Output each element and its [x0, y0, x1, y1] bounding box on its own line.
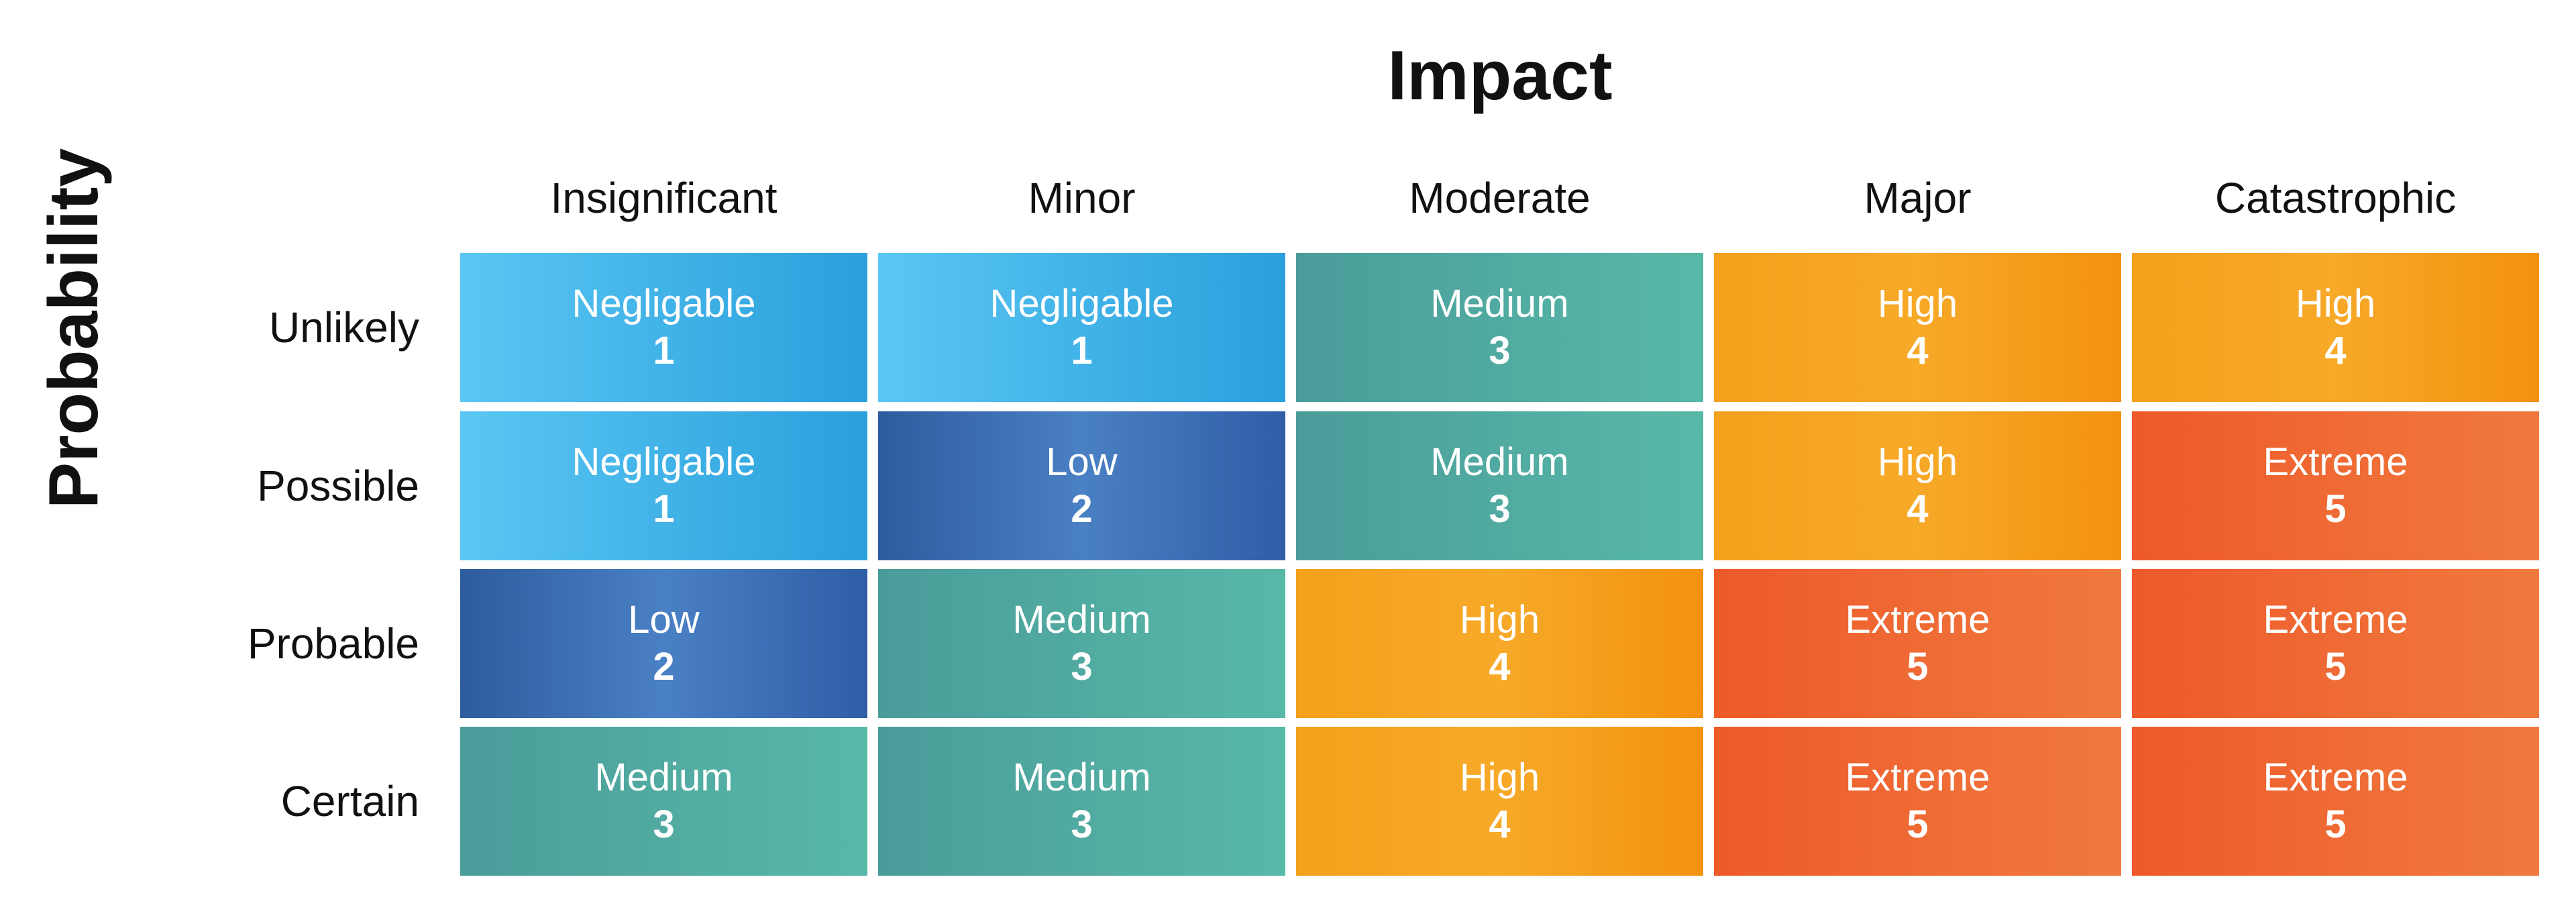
cell-score: 3 [653, 803, 675, 846]
cell-score: 4 [1489, 645, 1511, 688]
matrix-cell: Low 2 [878, 411, 1285, 560]
column-header-insignificant: Insignificant [550, 174, 777, 222]
cell-level-label: Medium [1012, 598, 1151, 642]
row-header-unlikely: Unlikely [268, 303, 419, 352]
cell-level-label: Low [1046, 440, 1118, 484]
cell-level-label: High [2295, 282, 2376, 325]
cell-level-label: Extreme [2263, 756, 2408, 799]
cell-score: 4 [2324, 329, 2347, 372]
matrix-cell: Medium 3 [878, 569, 1285, 718]
cell-level-label: High [1877, 282, 1958, 325]
matrix-cell: Negligable 1 [460, 411, 867, 560]
matrix-cell: Extreme 5 [2132, 727, 2539, 876]
matrix-cell: Extreme 5 [2132, 411, 2539, 560]
row-header-possible: Possible [257, 462, 419, 510]
cell-level-label: Negligable [572, 282, 756, 325]
matrix-cell: Medium 3 [1296, 411, 1703, 560]
cell-score: 3 [1071, 803, 1093, 846]
cell-score: 5 [2324, 487, 2347, 531]
cell-score: 5 [1907, 803, 1929, 846]
matrix-cell: Negligable 1 [878, 253, 1285, 402]
cell-score: 1 [653, 329, 675, 372]
row-header-probable: Probable [247, 619, 419, 668]
matrix-cell: Extreme 5 [1714, 727, 2121, 876]
matrix-cell: Low 2 [460, 569, 867, 718]
matrix-cell: High 4 [1714, 411, 2121, 560]
matrix-cell: High 4 [1714, 253, 2121, 402]
impact-axis-title: Impact [1387, 37, 1613, 115]
cell-score: 5 [2324, 645, 2347, 688]
cell-level-label: Medium [1430, 282, 1569, 325]
cell-score: 5 [1907, 645, 1929, 688]
cell-score: 3 [1071, 645, 1093, 688]
cell-score: 1 [653, 487, 675, 531]
row-header-certain: Certain [280, 777, 419, 825]
cell-score: 2 [1071, 487, 1093, 531]
column-header-minor: Minor [1028, 174, 1136, 222]
cell-level-label: Low [628, 598, 700, 642]
matrix-cell: Extreme 5 [2132, 569, 2539, 718]
matrix-cell: Medium 3 [460, 727, 867, 876]
cell-level-label: Extreme [2263, 598, 2408, 642]
cell-level-label: Extreme [1845, 598, 1990, 642]
matrix-cell: Medium 3 [1296, 253, 1703, 402]
matrix-cell: High 4 [1296, 727, 1703, 876]
cell-level-label: Medium [1430, 440, 1569, 484]
cell-level-label: Extreme [2263, 440, 2408, 484]
cell-level-label: Extreme [1845, 756, 1990, 799]
cell-level-label: High [1877, 440, 1958, 484]
column-header-moderate: Moderate [1409, 174, 1591, 222]
matrix-cell: Negligable 1 [460, 253, 867, 402]
matrix-cell: High 4 [2132, 253, 2539, 402]
matrix-cell: Medium 3 [878, 727, 1285, 876]
matrix-cell: High 4 [1296, 569, 1703, 718]
cell-level-label: High [1459, 756, 1540, 799]
cell-score: 5 [2324, 803, 2347, 846]
matrix-cell: Extreme 5 [1714, 569, 2121, 718]
cell-level-label: Medium [1012, 756, 1151, 799]
cell-score: 4 [1907, 487, 1929, 531]
probability-axis-title: Probability [35, 148, 113, 509]
cell-score: 4 [1907, 329, 1929, 372]
column-header-catastrophic: Catastrophic [2214, 174, 2457, 222]
cell-score: 1 [1071, 329, 1093, 372]
cell-level-label: Negligable [572, 440, 756, 484]
cell-level-label: Medium [594, 756, 733, 799]
cell-score: 3 [1489, 487, 1511, 531]
column-header-major: Major [1864, 174, 1972, 222]
cell-score: 2 [653, 645, 675, 688]
cell-level-label: High [1459, 598, 1540, 642]
cell-score: 4 [1489, 803, 1511, 846]
cell-score: 3 [1489, 329, 1511, 372]
cell-level-label: Negligable [989, 282, 1174, 325]
